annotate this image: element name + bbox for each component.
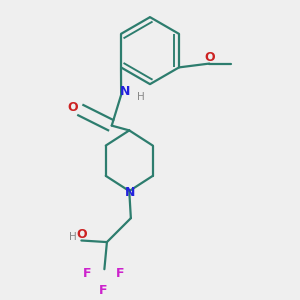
Text: H: H (137, 92, 145, 101)
Text: O: O (76, 228, 87, 241)
Text: H: H (69, 232, 77, 242)
Text: N: N (120, 85, 130, 98)
Text: F: F (82, 268, 91, 281)
Text: F: F (116, 268, 124, 281)
Text: O: O (205, 51, 215, 64)
Text: O: O (68, 100, 78, 114)
Text: F: F (99, 284, 108, 297)
Text: N: N (125, 186, 135, 199)
